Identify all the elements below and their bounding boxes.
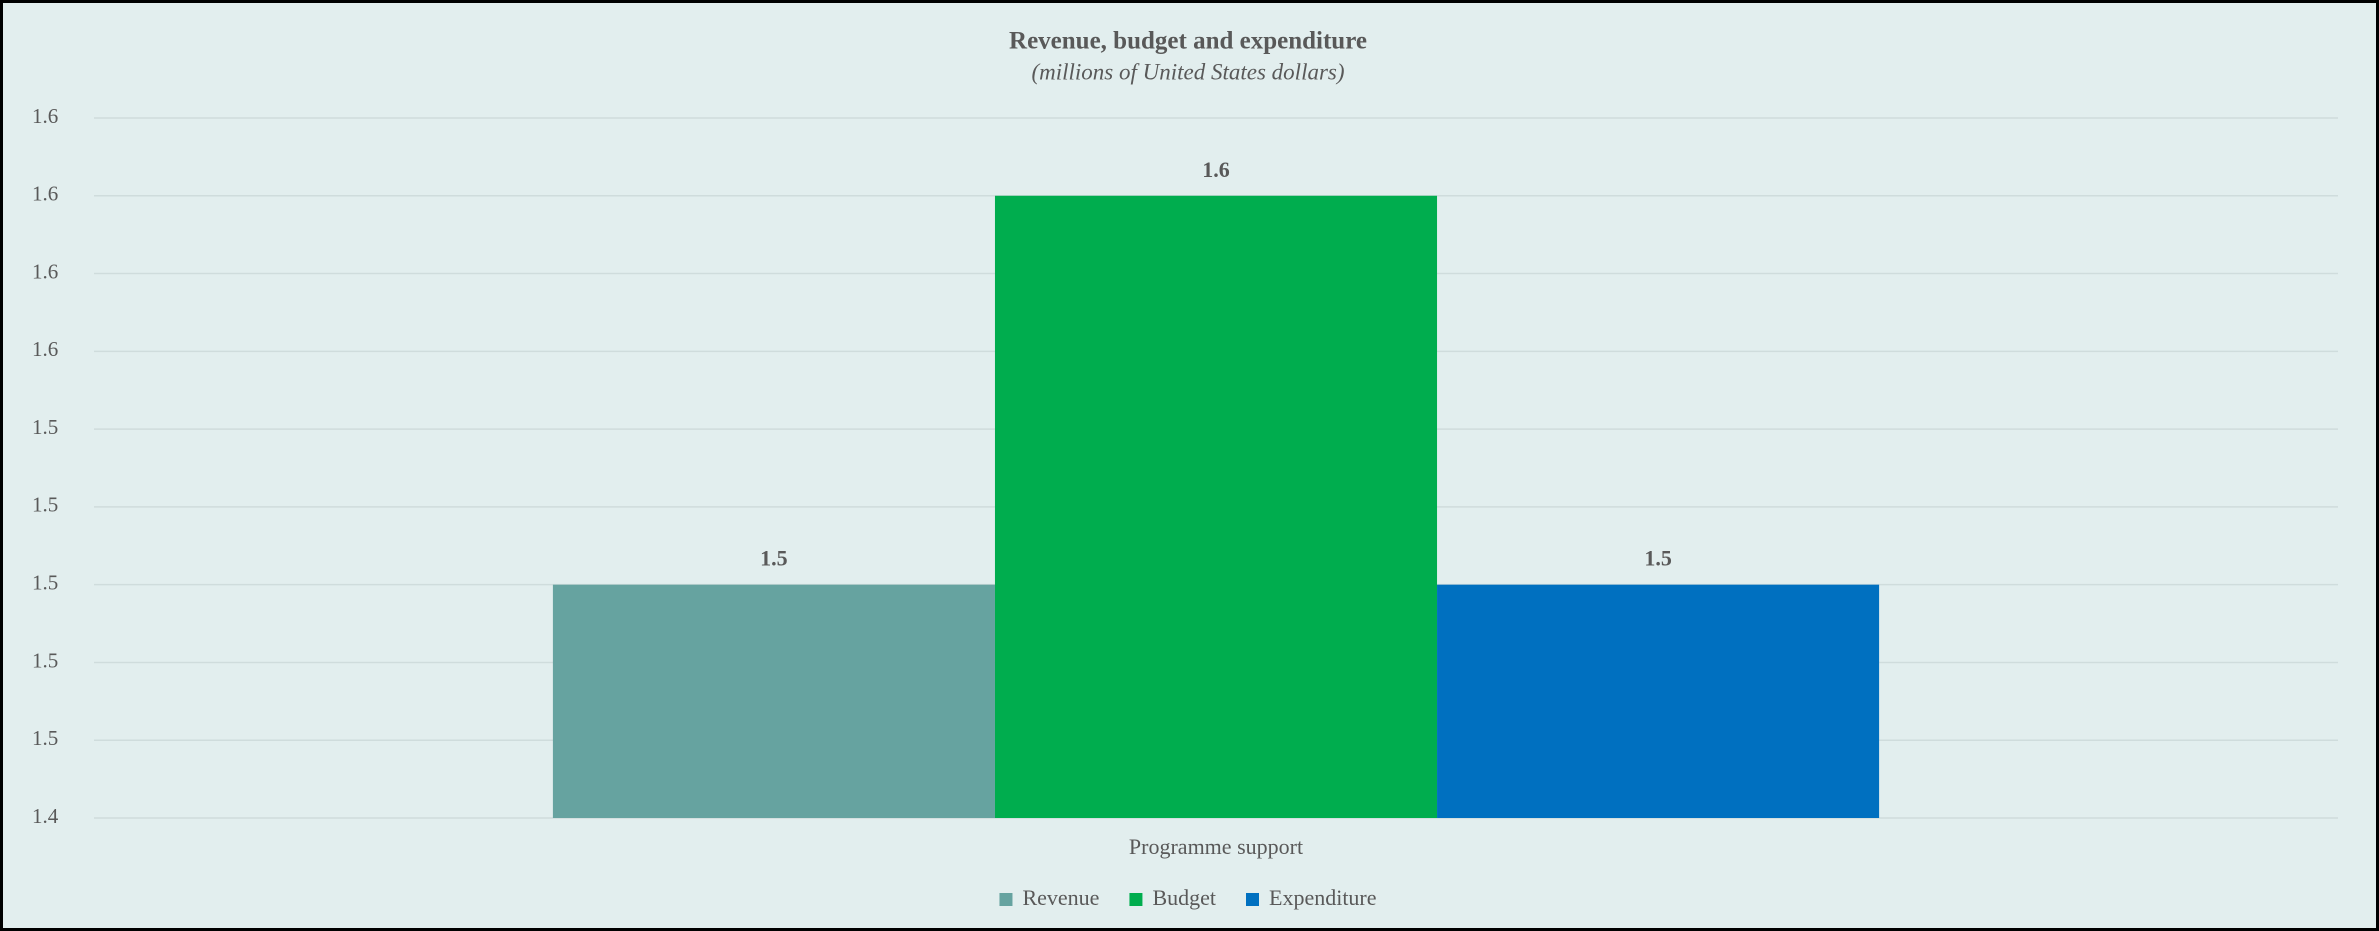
data-label: 1.5 <box>1644 546 1672 571</box>
legend-swatch <box>1129 893 1143 906</box>
data-label: 1.5 <box>760 546 788 571</box>
y-tick-label: 1.5 <box>32 726 58 750</box>
legend-swatch <box>1246 893 1259 906</box>
y-tick-label: 1.5 <box>32 493 58 517</box>
y-tick-label: 1.6 <box>32 337 58 361</box>
y-tick-label: 1.5 <box>32 415 58 439</box>
legend-label: Budget <box>1152 885 1216 910</box>
y-tick-label: 1.6 <box>32 259 58 283</box>
chart-title: Revenue, budget and expenditure <box>1009 28 1367 55</box>
y-tick-label: 1.5 <box>32 570 58 594</box>
bar <box>994 195 1438 818</box>
bar <box>1437 584 1880 818</box>
y-tick-label: 1.5 <box>32 648 58 672</box>
legend-label: Expenditure <box>1269 885 1377 910</box>
legend-swatch <box>999 893 1013 906</box>
bar <box>552 584 995 818</box>
y-tick-label: 1.6 <box>32 104 58 128</box>
y-tick-label: 1.6 <box>32 182 58 206</box>
y-tick-label: 1.4 <box>32 804 59 828</box>
chart-subtitle: (millions of United States dollars) <box>1031 59 1344 84</box>
legend-label: Revenue <box>1022 885 1099 910</box>
x-tick-label: Programme support <box>1129 834 1303 859</box>
data-label: 1.6 <box>1202 157 1230 182</box>
